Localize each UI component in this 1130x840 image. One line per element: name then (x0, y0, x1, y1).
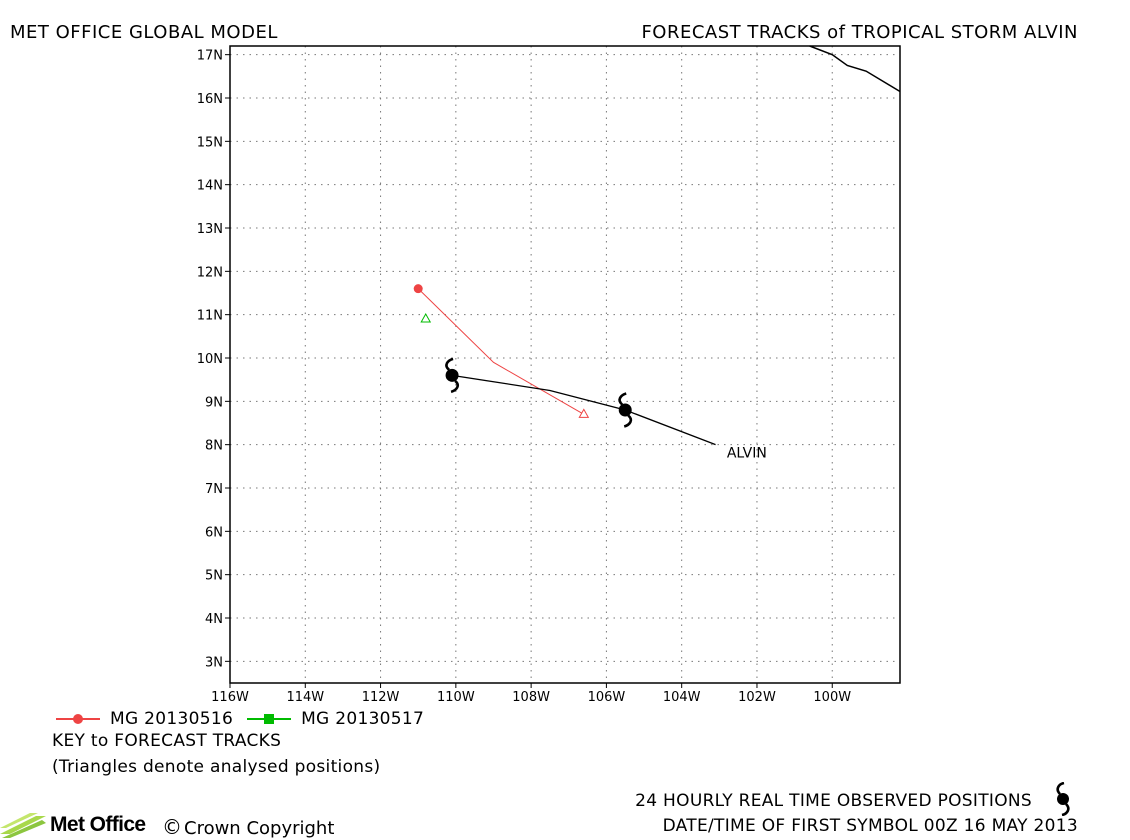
x-tick-label: 104W (663, 690, 701, 705)
observed-track-line (451, 374, 716, 446)
x-tick-label: 102W (738, 690, 776, 705)
x-tick-label: 100W (813, 690, 851, 705)
y-tick-label: 12N (197, 265, 223, 280)
storm-symbol (445, 357, 459, 394)
y-tick-label: 3N (205, 655, 223, 670)
y-tick-label: 6N (205, 525, 223, 540)
storm-symbol (618, 392, 633, 428)
y-tick-label: 5N (205, 569, 223, 584)
x-tick-label: 116W (211, 690, 249, 705)
y-tick-label: 4N (205, 612, 223, 627)
x-tick-label: 114W (286, 690, 324, 705)
key-note: (Triangles denote analysed positions) (52, 757, 381, 777)
map-frame (229, 45, 901, 684)
copyright-text: Crown Copyright (184, 818, 335, 839)
y-tick-label: 15N (197, 135, 223, 150)
storm-symbol-icon (1056, 782, 1070, 816)
analysed-position-triangle (420, 312, 432, 323)
forecast-track-line (417, 288, 585, 415)
y-tick-label: 8N (205, 439, 223, 454)
key-title: KEY to FORECAST TRACKS (52, 731, 282, 751)
met-office-logo-text: Met Office (50, 813, 146, 836)
y-tick-label: 16N (197, 92, 223, 107)
observed-track: ALVIN (445, 357, 767, 462)
met-office-logo: Met Office (0, 812, 146, 838)
legend-item: MG 20130516 (56, 709, 233, 729)
y-tick-label: 9N (205, 395, 223, 410)
x-tick-label: 108W (512, 690, 550, 705)
copyright: © Crown Copyright (162, 815, 334, 839)
legend-swatch (247, 712, 292, 726)
legend-label: MG 20130517 (301, 709, 425, 729)
forecast-legend: MG 20130516 MG 20130517 (56, 709, 438, 731)
y-tick-label: 11N (197, 309, 223, 324)
copyright-icon: © (162, 815, 182, 839)
coastline-segment (809, 45, 901, 93)
y-tick-label: 17N (197, 49, 223, 64)
analysed-position-triangle (578, 408, 590, 418)
forecast-start-marker (413, 284, 423, 294)
grid (230, 46, 900, 683)
axis-ticks: 116W 114W 112W 110W 108W 106W 104W 102W 100W 3N 4N… (197, 49, 852, 705)
storm-name-label: ALVIN (727, 446, 767, 462)
x-tick-label: 110W (437, 690, 475, 705)
x-tick-label: 106W (588, 690, 626, 705)
forecast-track (420, 312, 432, 323)
observed-positions-note: 24 HOURLY REAL TIME OBSERVED POSITIONS (635, 791, 1032, 811)
x-tick-label: 112W (362, 690, 400, 705)
y-tick-label: 13N (197, 222, 223, 237)
y-tick-label: 10N (197, 352, 223, 367)
legend-swatch (56, 712, 100, 726)
legend-item: MG 20130517 (247, 709, 424, 729)
map-title-left: MET OFFICE GLOBAL MODEL (10, 22, 278, 43)
tracks: ALVIN (413, 284, 767, 462)
coastline (809, 45, 901, 93)
legend-label: MG 20130516 (110, 709, 234, 729)
met-office-logo-icon (0, 813, 46, 838)
first-symbol-datetime: DATE/TIME OF FIRST SYMBOL 00Z 16 MAY 201… (662, 816, 1078, 836)
y-tick-label: 14N (197, 179, 223, 194)
y-tick-label: 7N (205, 482, 223, 497)
map-title-right: FORECAST TRACKS of TROPICAL STORM ALVIN (641, 22, 1078, 43)
forecast-track (413, 284, 590, 418)
